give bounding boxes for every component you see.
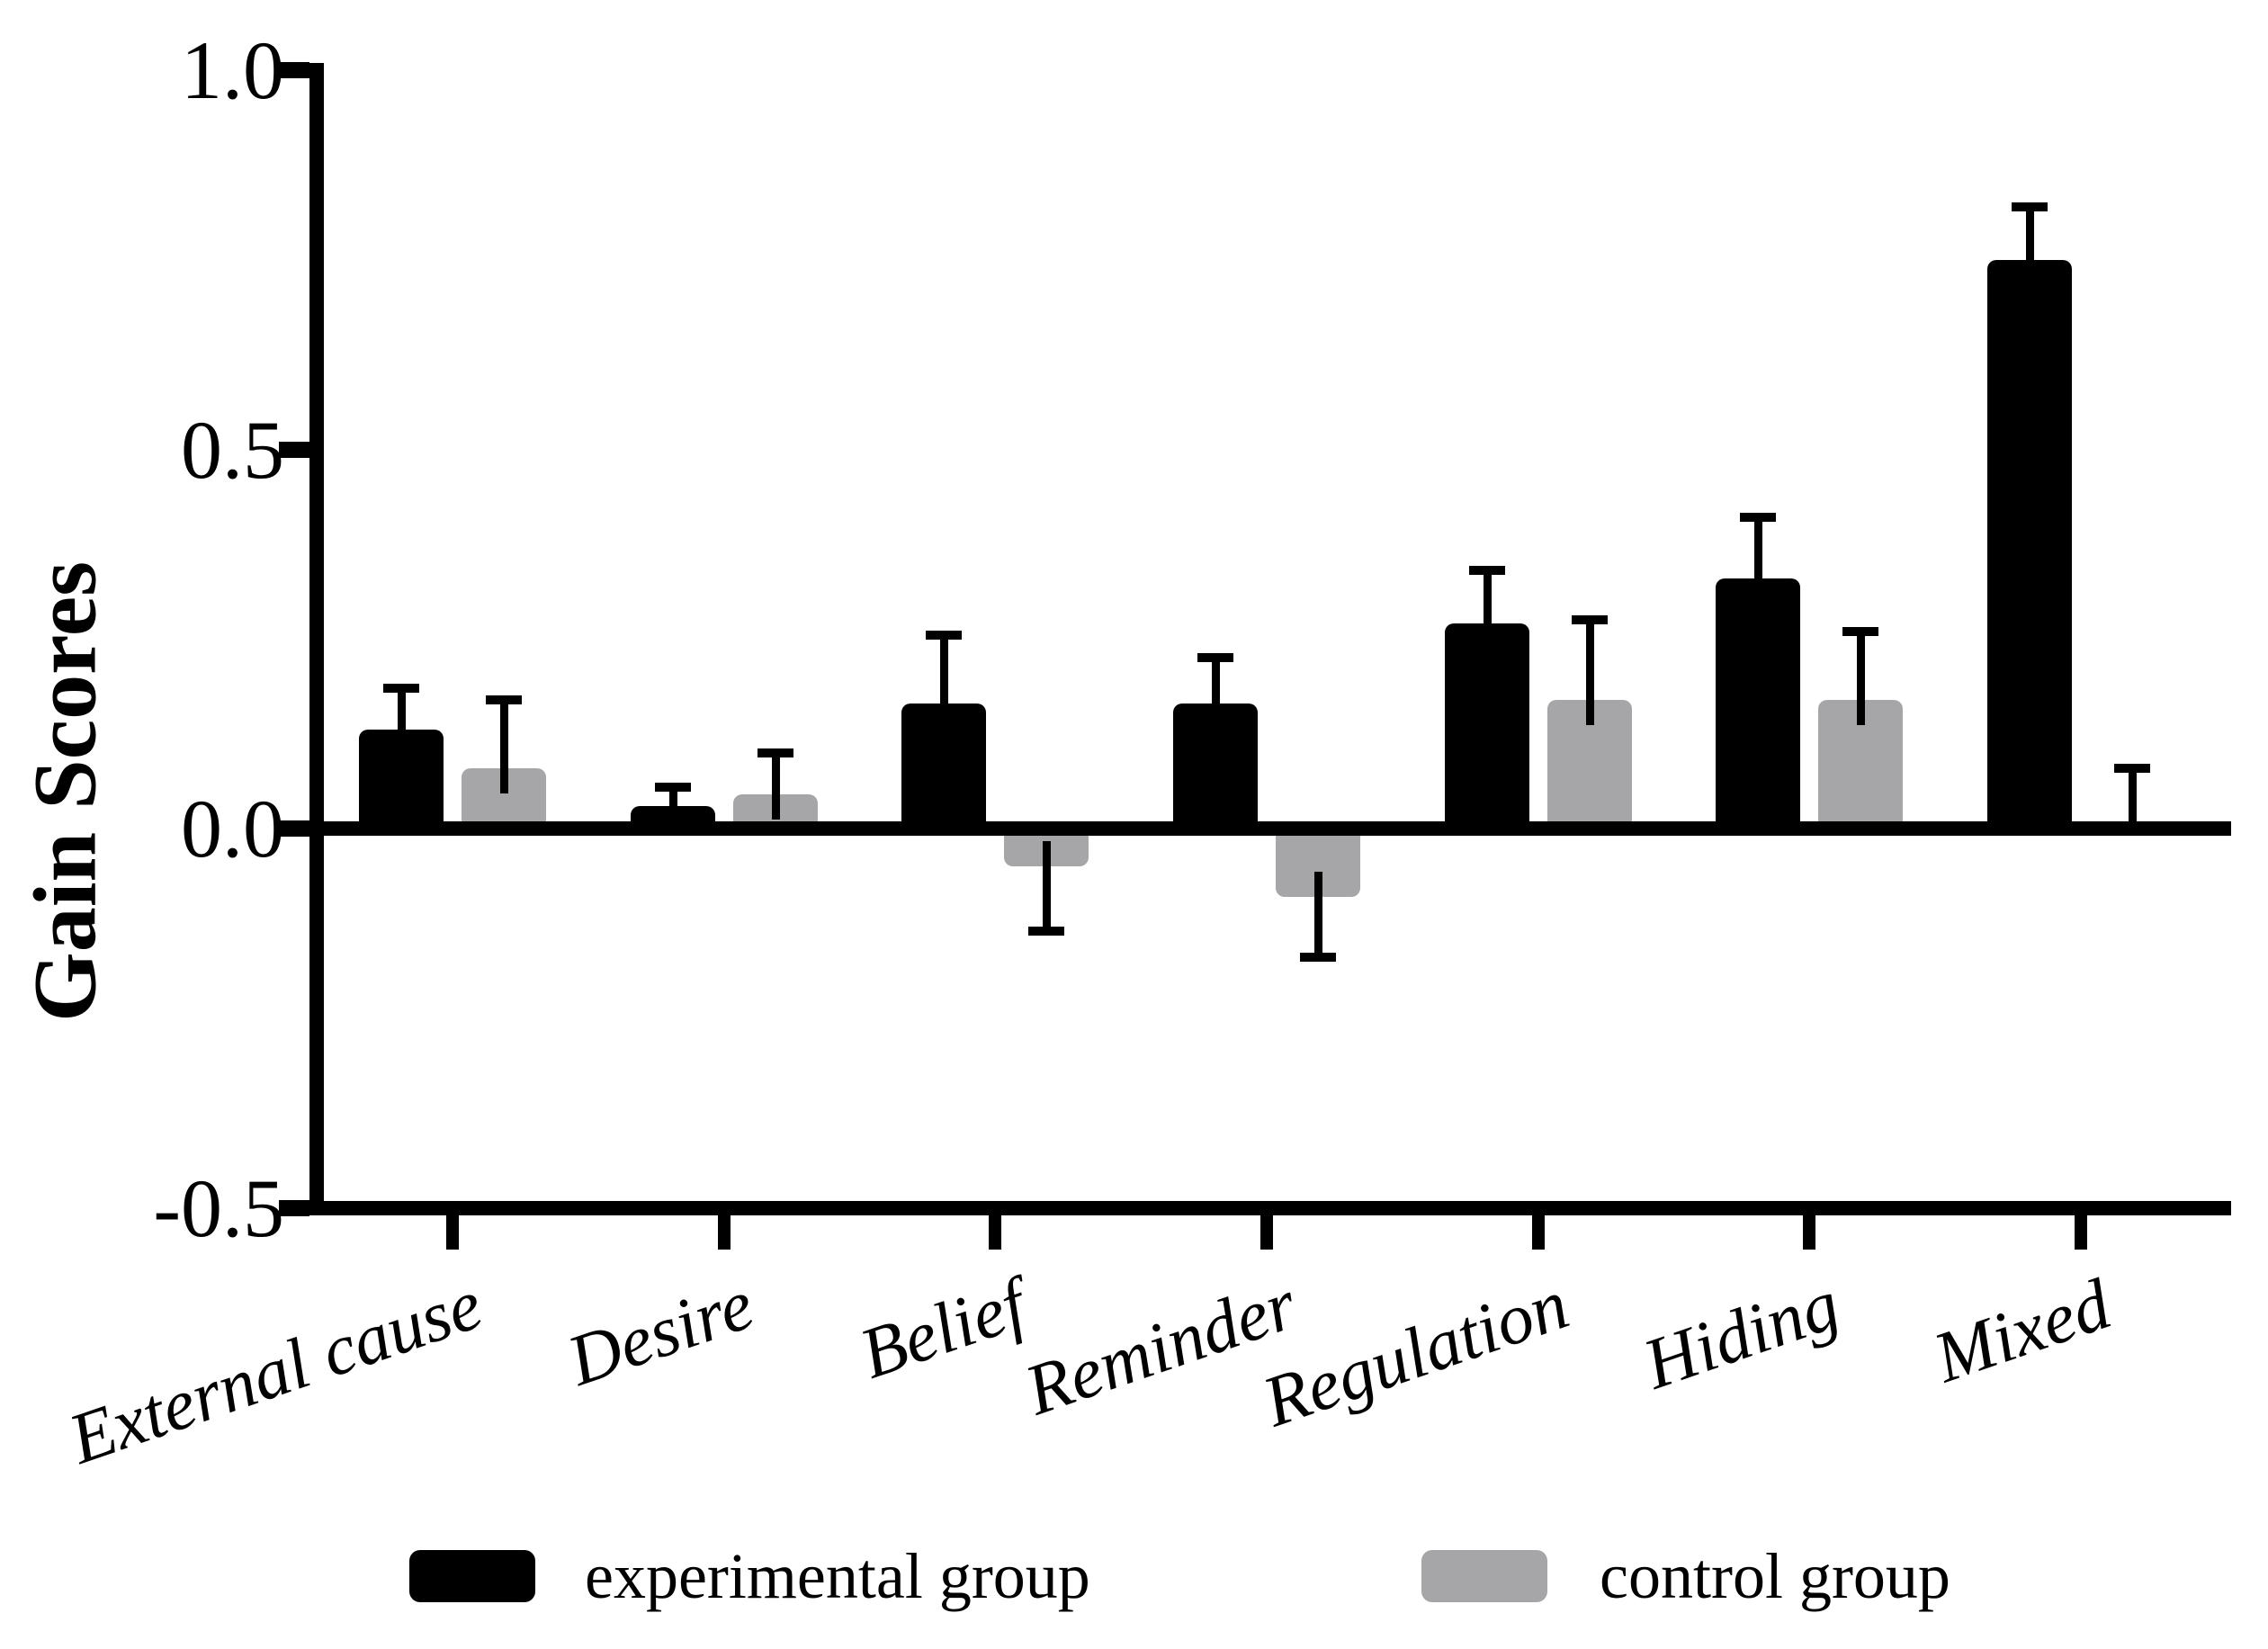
error-bar-control-group-desire bbox=[771, 752, 780, 820]
legend-swatch-experimental-group bbox=[409, 1550, 535, 1602]
bar-experimental-group-mixed bbox=[1987, 259, 2073, 829]
bar-experimental-group-regulation bbox=[1444, 623, 1529, 829]
x-category-label-hiding: Hiding bbox=[1634, 1264, 1850, 1405]
error-bar-control-group-hiding bbox=[1857, 631, 1866, 725]
error-bar-cap-control-group-desire bbox=[757, 748, 793, 757]
x-tick-regulation bbox=[1531, 1213, 1545, 1250]
error-bar-cap-control-group-belief bbox=[1028, 926, 1065, 936]
y-axis-line bbox=[309, 63, 324, 1215]
error-bar-experimental-group-desire bbox=[668, 786, 677, 831]
legend-swatch-control-group bbox=[1421, 1550, 1547, 1602]
y-tick-0.5 bbox=[279, 441, 309, 458]
x-tick-hiding bbox=[1803, 1213, 1816, 1250]
error-bar-experimental-group-reminder bbox=[1212, 658, 1220, 729]
x-category-label-belief: Belief bbox=[850, 1264, 1035, 1394]
x-axis-line bbox=[309, 1200, 2231, 1215]
error-bar-control-group-regulation bbox=[1585, 620, 1594, 725]
y-tick-label--0.5: -0.5 bbox=[153, 1161, 284, 1254]
error-bar-cap-experimental-group-regulation bbox=[1468, 566, 1505, 576]
y-tick--0.5 bbox=[279, 1199, 309, 1216]
error-bar-cap-control-group-external-cause bbox=[485, 695, 522, 704]
error-bar-cap-control-group-regulation bbox=[1571, 615, 1608, 625]
error-bar-experimental-group-hiding bbox=[1754, 517, 1763, 604]
legend-item-experimental-group: experimental group bbox=[409, 1544, 1090, 1609]
error-bar-cap-control-group-reminder bbox=[1300, 953, 1336, 963]
error-bar-cap-experimental-group-external-cause bbox=[382, 684, 419, 694]
error-bar-experimental-group-external-cause bbox=[397, 688, 406, 756]
x-tick-reminder bbox=[1260, 1213, 1273, 1250]
x-category-label-external-cause: External cause bbox=[59, 1264, 492, 1480]
error-bar-cap-experimental-group-mixed bbox=[2012, 202, 2048, 211]
error-bar-cap-control-group-hiding bbox=[1842, 626, 1879, 636]
error-bar-control-group-mixed bbox=[2129, 767, 2138, 829]
error-bar-cap-experimental-group-reminder bbox=[1197, 653, 1233, 663]
error-bar-cap-experimental-group-hiding bbox=[1740, 513, 1777, 523]
error-bar-control-group-belief bbox=[1043, 841, 1052, 931]
x-tick-desire bbox=[717, 1213, 731, 1250]
x-tick-external-cause bbox=[445, 1213, 459, 1250]
x-tick-mixed bbox=[2075, 1213, 2088, 1250]
legend-item-control-group: control group bbox=[1421, 1544, 1950, 1609]
error-bar-cap-experimental-group-belief bbox=[926, 631, 963, 641]
x-axis-zero-line bbox=[309, 821, 2231, 836]
error-bar-experimental-group-mixed bbox=[2026, 206, 2035, 285]
legend-label-experimental-group: experimental group bbox=[585, 1540, 1090, 1612]
y-tick-label-0.5: 0.5 bbox=[181, 403, 284, 496]
error-bar-control-group-external-cause bbox=[499, 699, 508, 793]
x-category-label-reminder: Reminder bbox=[1016, 1264, 1306, 1431]
error-bar-cap-control-group-mixed bbox=[2114, 763, 2151, 773]
error-bar-experimental-group-regulation bbox=[1483, 570, 1492, 650]
x-category-label-mixed: Mixed bbox=[1924, 1264, 2121, 1399]
y-tick-1.0 bbox=[279, 62, 309, 78]
bar-experimental-group-hiding bbox=[1716, 578, 1801, 829]
legend-label-control-group: control group bbox=[1600, 1540, 1950, 1612]
error-bar-cap-experimental-group-desire bbox=[654, 782, 691, 792]
x-category-label-desire: Desire bbox=[559, 1264, 764, 1402]
x-category-label-regulation: Regulation bbox=[1253, 1264, 1578, 1443]
y-tick-label-1.0: 1.0 bbox=[181, 24, 284, 116]
x-tick-belief bbox=[989, 1213, 1002, 1250]
y-tick-label-0.0: 0.0 bbox=[181, 783, 284, 874]
y-tick-0.0 bbox=[279, 820, 309, 837]
error-bar-experimental-group-belief bbox=[940, 635, 949, 729]
error-bar-control-group-reminder bbox=[1314, 871, 1322, 958]
